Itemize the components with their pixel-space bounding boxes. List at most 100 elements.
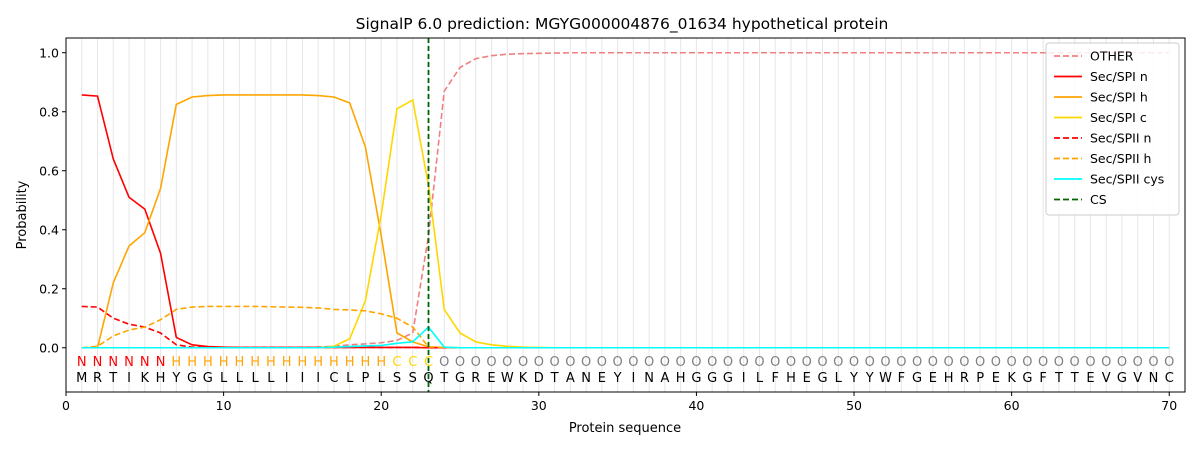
y-axis-ticks: 0.0 0.2 0.4 0.6 0.8 1.0 xyxy=(39,45,66,355)
region-label: O xyxy=(644,355,654,370)
residue-label: V xyxy=(1102,371,1111,386)
residue-label: Y xyxy=(171,371,180,386)
residue-label: R xyxy=(471,371,480,386)
residue-label: R xyxy=(93,371,102,386)
region-label: O xyxy=(1101,355,1111,370)
region-label: O xyxy=(991,355,1001,370)
residue-label: L xyxy=(756,371,764,386)
region-label: H xyxy=(361,355,371,370)
region-label: O xyxy=(880,355,890,370)
x-axis-ticks: 0 10 20 30 40 50 60 70 xyxy=(62,392,1177,413)
residue-label: E xyxy=(598,371,606,386)
x-axis-label: Protein sequence xyxy=(569,421,681,436)
region-label: O xyxy=(439,355,449,370)
residue-label: T xyxy=(439,371,448,386)
region-label: O xyxy=(471,355,481,370)
region-label: H xyxy=(171,355,181,370)
residue-label: K xyxy=(519,371,528,386)
region-label: H xyxy=(219,355,229,370)
residue-label: G xyxy=(1117,371,1127,386)
y-axis-label: Probability xyxy=(15,180,30,249)
residue-label: T xyxy=(108,371,117,386)
residue-label: T xyxy=(1054,371,1063,386)
region-label: O xyxy=(565,355,575,370)
residue-label: H xyxy=(786,371,796,386)
region-label: H xyxy=(345,355,355,370)
y-tick-label: 0.6 xyxy=(39,163,59,178)
region-label: H xyxy=(250,355,260,370)
residue-label: E xyxy=(929,371,937,386)
region-label: H xyxy=(187,355,197,370)
legend-label: Sec/SPI h xyxy=(1090,90,1148,105)
residue-label: S xyxy=(409,371,417,386)
region-label: N xyxy=(140,355,150,370)
residue-label: W xyxy=(501,371,514,386)
region-label: O xyxy=(549,355,559,370)
region-label: O xyxy=(1038,355,1048,370)
region-label: O xyxy=(802,355,812,370)
region-label: O xyxy=(676,355,686,370)
legend-box xyxy=(1045,42,1180,216)
residue-label: I xyxy=(285,371,289,386)
x-tick-label: 10 xyxy=(216,398,232,413)
region-label: O xyxy=(628,355,638,370)
x-tick-label: 50 xyxy=(846,398,862,413)
region-label: C xyxy=(392,355,401,370)
residue-label: G xyxy=(187,371,197,386)
residue-label: Y xyxy=(613,371,622,386)
series-line-5 xyxy=(81,305,1170,349)
region-label: O xyxy=(975,355,985,370)
region-label: C xyxy=(424,355,433,370)
region-label: H xyxy=(203,355,213,370)
residue-label: G xyxy=(912,371,922,386)
region-label: O xyxy=(613,355,623,370)
residue-label: D xyxy=(534,371,544,386)
residue-label: F xyxy=(771,371,778,386)
x-tick-label: 0 xyxy=(62,398,70,413)
residue-label: G xyxy=(707,371,717,386)
residue-label: L xyxy=(220,371,228,386)
legend-label: Sec/SPII h xyxy=(1090,151,1151,166)
region-label: O xyxy=(817,355,827,370)
region-label: O xyxy=(1070,355,1080,370)
series-line-1 xyxy=(81,94,1170,349)
region-label: N xyxy=(124,355,134,370)
residue-label: P xyxy=(976,371,984,386)
region-label: H xyxy=(282,355,292,370)
region-label: O xyxy=(739,355,749,370)
region-label: O xyxy=(1117,355,1127,370)
residue-label: L xyxy=(236,371,244,386)
residue-label: T xyxy=(550,371,559,386)
residue-label: R xyxy=(960,371,969,386)
x-tick-label: 60 xyxy=(1004,398,1020,413)
region-label: O xyxy=(660,355,670,370)
legend-label: OTHER xyxy=(1090,49,1134,64)
residue-label: E xyxy=(487,371,495,386)
residue-label: C xyxy=(1165,371,1174,386)
residue-label: A xyxy=(566,371,575,386)
region-label: O xyxy=(691,355,701,370)
axes-frame xyxy=(65,37,1186,393)
residue-label: P xyxy=(362,371,370,386)
series-line-2 xyxy=(81,94,1170,349)
residue-label: L xyxy=(346,371,354,386)
region-label: N xyxy=(77,355,87,370)
region-label: O xyxy=(455,355,465,370)
region-label: O xyxy=(486,355,496,370)
region-label: O xyxy=(1133,355,1143,370)
residue-label: L xyxy=(252,371,260,386)
region-label: O xyxy=(943,355,953,370)
residue-label: G xyxy=(723,371,733,386)
residue-label: G xyxy=(203,371,213,386)
region-label: O xyxy=(959,355,969,370)
legend-label: Sec/SPI c xyxy=(1090,110,1147,125)
region-label: H xyxy=(313,355,323,370)
region-label: O xyxy=(518,355,528,370)
region-label: O xyxy=(754,355,764,370)
residue-label: N xyxy=(1149,371,1159,386)
residue-label: I xyxy=(300,371,304,386)
residue-label: C xyxy=(329,371,338,386)
y-tick-label: 0.8 xyxy=(39,104,59,119)
region-label: O xyxy=(833,355,843,370)
